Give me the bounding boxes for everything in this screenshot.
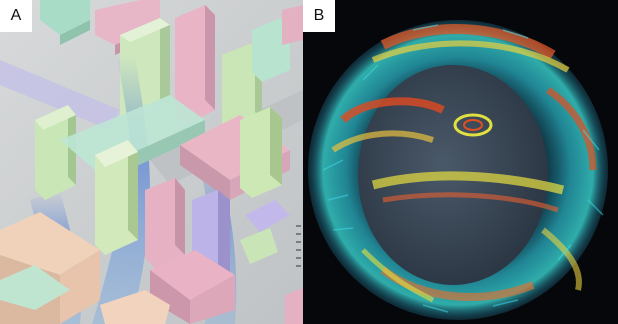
building-pink-bottom-right xyxy=(285,288,303,324)
building-green-center-tower xyxy=(95,140,138,255)
flow-band-left xyxy=(331,97,445,153)
flow-band-top xyxy=(371,23,570,73)
panel-label-b: B xyxy=(303,0,335,32)
panel-label-a: A xyxy=(0,0,32,32)
building-tall-pink-top xyxy=(175,5,215,125)
panel-a-city-airflow: A xyxy=(0,0,303,324)
building-green-left-tower xyxy=(35,105,76,200)
building-mint-foreground xyxy=(0,265,70,310)
building-pink-corner xyxy=(282,5,303,45)
globe-flow-image xyxy=(303,0,618,324)
building-mint-far-right xyxy=(252,18,290,82)
panel-b-globe-flow: B xyxy=(303,0,618,324)
building-top-left xyxy=(40,0,90,45)
building-pink-center-low xyxy=(145,178,185,268)
street-left xyxy=(0,60,120,130)
flow-streaks-cyan xyxy=(322,24,604,313)
flow-band-right xyxy=(541,87,597,291)
flow-vortex-center xyxy=(453,113,493,137)
flow-band-bottom xyxy=(361,248,535,303)
building-peach-bottom xyxy=(100,290,170,324)
flow-band-middle xyxy=(371,171,565,213)
legend-ticks xyxy=(296,225,301,267)
building-green-right-tower xyxy=(240,107,282,198)
building-lavender-slab-right xyxy=(240,200,290,264)
city-airflow-image xyxy=(0,0,303,324)
building-pink-foreground xyxy=(150,250,235,324)
